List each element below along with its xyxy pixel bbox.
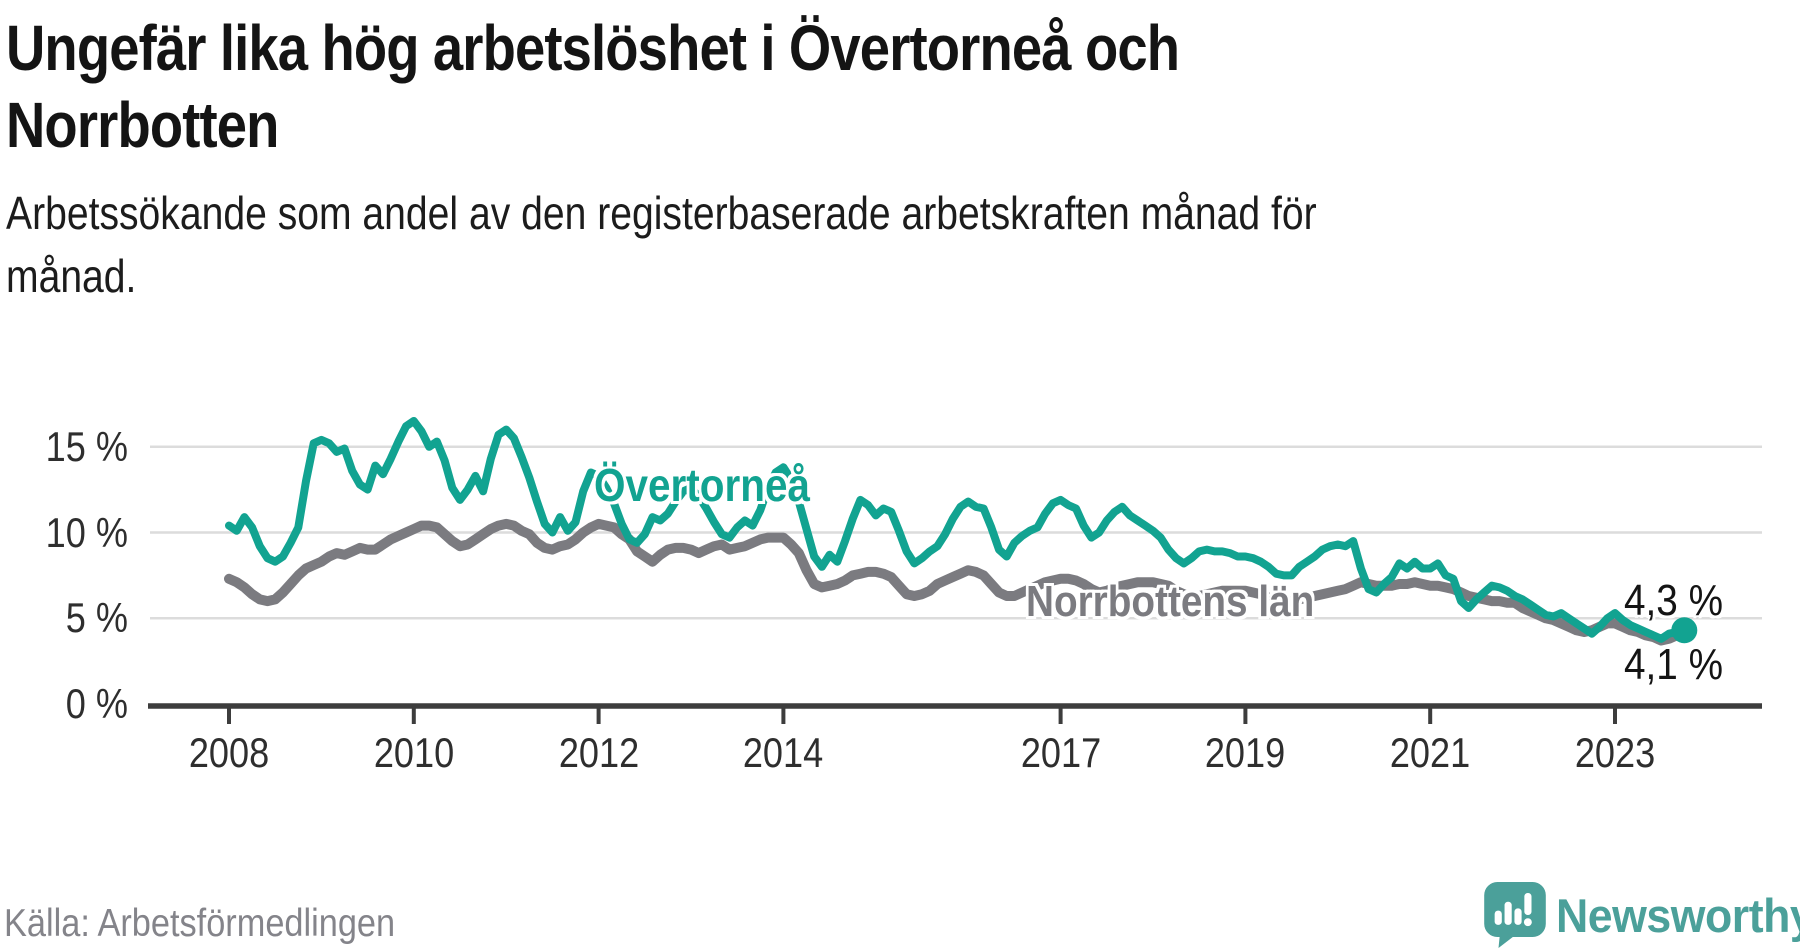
newsworthy-logo: Newsworthy	[1484, 882, 1800, 948]
source-note: Källa: Arbetsförmedlingen	[4, 902, 396, 945]
y-tick-label: 0 %	[65, 680, 128, 727]
series-label-overtornea: Övertorneå	[594, 459, 810, 511]
x-tick-label: 2019	[1205, 729, 1286, 776]
gridlines	[150, 445, 1762, 620]
series-label-norrbotten: Norrbottens län	[1026, 577, 1315, 626]
overtornea-end-dot	[1671, 617, 1698, 644]
y-tick-label: 10 %	[45, 508, 128, 556]
norrbotten-series-line	[224, 518, 1690, 646]
x-tick-label: 2014	[743, 729, 824, 776]
x-tick-label: 2010	[373, 729, 454, 776]
x-axis-tick-marks	[227, 708, 1617, 724]
page-title: Ungefär lika hög arbetslöshet i Övertorn…	[6, 12, 1180, 161]
end-value-label-norrbotten: 4,1 %	[1624, 640, 1724, 689]
newsworthy-wordmark: Newsworthy	[1556, 888, 1800, 942]
y-tick-label: 15 %	[45, 422, 128, 470]
page-subtitle: Arbetssökande som andel av den registerb…	[6, 187, 1317, 303]
overtornea-series-line	[225, 417, 1689, 643]
x-tick-label: 2017	[1020, 729, 1101, 776]
x-tick-label: 2012	[558, 729, 639, 776]
x-tick-label: 2021	[1390, 729, 1471, 776]
y-tick-label: 5 %	[65, 594, 128, 642]
bar-chart-speech-bubble-icon	[1484, 882, 1546, 948]
x-tick-label: 2023	[1574, 729, 1656, 776]
end-value-label-overtornea: 4,3 %	[1624, 576, 1724, 625]
x-tick-label: 2008	[188, 729, 270, 776]
